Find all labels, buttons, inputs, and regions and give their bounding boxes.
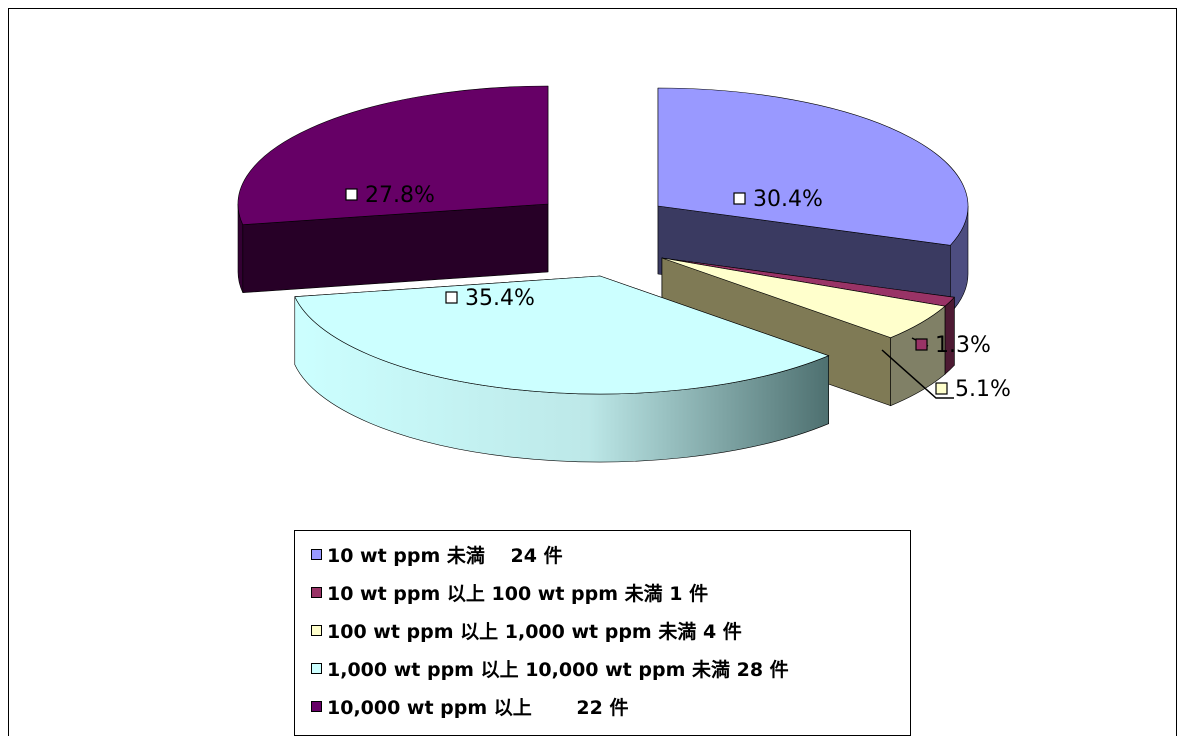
pie-slice-30.4% bbox=[657, 87, 969, 315]
data-label-35.4%: 35.4% bbox=[465, 286, 535, 311]
legend-entry: 1,000 wt ppm 以上 10,000 wt ppm 未満 28 件 bbox=[311, 649, 910, 687]
legend-entry: 100 wt ppm 以上 1,000 wt ppm 未満 4 件 bbox=[311, 611, 910, 649]
data-label-swatch bbox=[935, 382, 948, 395]
legend-swatch bbox=[311, 662, 322, 674]
legend-swatch bbox=[311, 548, 322, 560]
data-label-27.8%: 27.8% bbox=[365, 183, 435, 208]
data-label-5.1%: 5.1% bbox=[955, 377, 1011, 402]
legend-entry: 10 wt ppm 以上 100 wt ppm 未満 1 件 bbox=[311, 573, 910, 611]
legend-label: 100 wt ppm 以上 1,000 wt ppm 未満 4 件 bbox=[327, 620, 742, 643]
legend-entry: 10 wt ppm 未満 24 件 bbox=[311, 535, 910, 573]
legend-entry: 10,000 wt ppm 以上 22 件 bbox=[311, 687, 910, 725]
pie-slice-27.8% bbox=[237, 85, 549, 293]
data-label-swatch bbox=[733, 192, 746, 205]
legend-label: 10 wt ppm 未満 24 件 bbox=[327, 544, 563, 567]
legend-label: 10 wt ppm 以上 100 wt ppm 未満 1 件 bbox=[327, 582, 709, 605]
chart-legend: 10 wt ppm 未満 24 件 10 wt ppm 以上 100 wt ppm… bbox=[294, 530, 911, 736]
legend-swatch bbox=[311, 700, 322, 712]
leader-line-5.1 bbox=[881, 349, 954, 399]
legend-label: 1,000 wt ppm 以上 10,000 wt ppm 未満 28 件 bbox=[327, 658, 789, 681]
pie-slice-35.4% bbox=[294, 275, 830, 463]
data-label-swatch bbox=[915, 338, 928, 351]
legend-swatch bbox=[311, 624, 322, 636]
data-label-swatch bbox=[345, 188, 358, 201]
legend-label: 10,000 wt ppm 以上 22 件 bbox=[327, 696, 629, 719]
legend-swatch bbox=[311, 586, 322, 598]
data-label-swatch bbox=[445, 291, 458, 304]
data-label-30.4%: 30.4% bbox=[753, 187, 823, 212]
pie-slice-5.1% bbox=[661, 257, 946, 407]
data-label-1.3%: 1.3% bbox=[935, 333, 991, 358]
